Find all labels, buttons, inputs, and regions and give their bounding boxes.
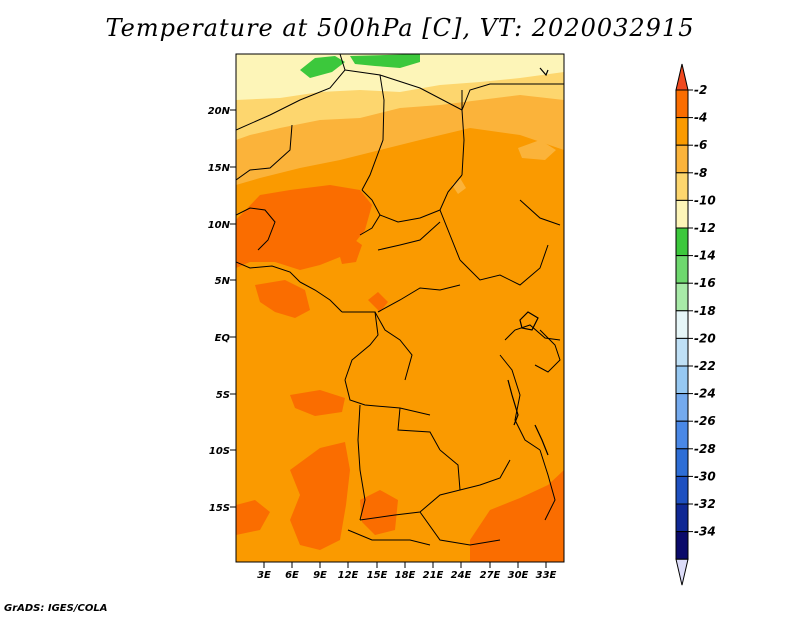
lat-label: 10S <box>209 446 230 457</box>
colorbar-label: -22 <box>694 359 716 373</box>
lon-label: 21E <box>423 570 444 581</box>
colorbar-label: -6 <box>694 138 707 152</box>
colorbar-label: -8 <box>694 166 707 180</box>
colorbar-label: -32 <box>694 497 716 511</box>
colorbar-label: -34 <box>694 525 716 539</box>
lat-label: 15N <box>208 163 231 174</box>
colorbar-label: -4 <box>694 111 707 125</box>
map-frame <box>235 53 565 563</box>
colorbar-swatch <box>675 365 689 395</box>
colorbar-swatch <box>675 199 689 229</box>
country-borders <box>236 54 564 546</box>
lon-label: 27E <box>480 570 501 581</box>
colorbar-swatch <box>675 448 689 477</box>
colorbar-label: -18 <box>694 304 716 318</box>
lon-label: 33E <box>536 570 557 581</box>
colorbar-swatch <box>675 89 689 119</box>
colorbar: -2 -4 -6 -8 -10 -12 -14 -16 -18 -20 -22 -24 -26 -28 -3… <box>675 63 716 586</box>
colorbar-swatch <box>675 310 689 339</box>
lat-label: 5N <box>215 276 231 287</box>
colorbar-label: -24 <box>694 387 716 401</box>
lon-labels: 3E 6E 9E 12E 15E 18E 21E 24E 27E 30E 33E <box>257 570 556 581</box>
colorbar-label: -2 <box>694 83 707 97</box>
lat-ticks <box>230 109 236 508</box>
colorbar-label: -16 <box>694 276 716 290</box>
lon-label: 18E <box>395 570 416 581</box>
colorbar-swatch <box>675 503 689 533</box>
lon-label: 24E <box>451 570 472 581</box>
lon-label: 6E <box>285 570 299 581</box>
colorbar-swatch <box>675 117 689 146</box>
lon-label: 3E <box>257 570 271 581</box>
lon-label: 9E <box>313 570 327 581</box>
colorbar-swatch <box>675 420 689 450</box>
temperature-field <box>236 54 564 562</box>
lat-labels: 20N 15N 10N 5N EQ 5S 10S 15S <box>208 106 231 514</box>
lakes <box>507 67 549 456</box>
grads-credit: GrADS: IGES/COLA <box>4 603 108 614</box>
colorbar-label: -12 <box>694 221 716 235</box>
map-title: Temperature at 500hPa [C], VT: 202003291… <box>105 14 695 42</box>
lat-label: 20N <box>208 106 231 117</box>
colorbar-swatch <box>675 337 689 367</box>
lat-label: EQ <box>215 333 231 344</box>
colorbar-swatch <box>675 531 689 560</box>
colorbar-label: -28 <box>694 442 716 456</box>
colorbar-label: -10 <box>694 193 716 207</box>
colorbar-swatch <box>675 393 689 422</box>
colorbar-bottom-arrow <box>675 558 689 586</box>
colorbar-swatch <box>675 282 689 312</box>
lon-label: 30E <box>508 570 529 581</box>
lon-ticks <box>263 562 547 568</box>
colorbar-swatch <box>675 227 689 257</box>
colorbar-label: -26 <box>694 414 716 428</box>
colorbar-label: -30 <box>694 469 716 483</box>
lat-label: 5S <box>216 390 230 401</box>
colorbar-swatch <box>675 144 689 174</box>
colorbar-label: -14 <box>694 249 716 263</box>
lon-label: 15E <box>367 570 388 581</box>
colorbar-swatch <box>675 475 689 505</box>
lon-label: 12E <box>338 570 359 581</box>
colorbar-top-arrow <box>675 63 689 91</box>
lat-label: 15S <box>209 503 230 514</box>
lat-label: 10N <box>208 220 231 231</box>
colorbar-label: -20 <box>694 331 716 345</box>
colorbar-swatch <box>675 172 689 201</box>
colorbar-swatch <box>675 255 689 284</box>
